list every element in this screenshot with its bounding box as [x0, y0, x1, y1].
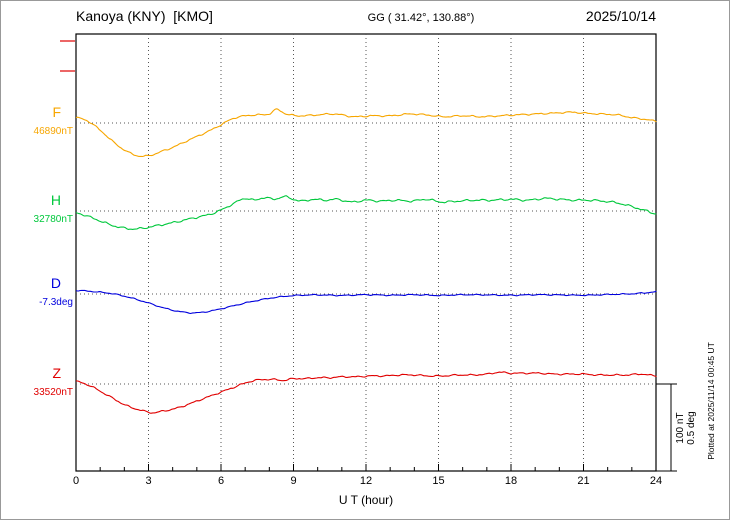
- trace-Z: [75, 371, 657, 414]
- trace-F: [75, 108, 657, 158]
- plotted-at-note: Plotted at 2025/11/14 00:45 UT: [706, 342, 716, 460]
- station-title: Kanoya (KNY) [KMO]: [76, 8, 213, 24]
- plot-date: 2025/10/14: [585, 8, 656, 24]
- scale-label-deg: 0.5 deg: [686, 411, 697, 444]
- station-coordinates: GG ( 31.42°, 130.88°): [367, 12, 475, 24]
- x-axis-label: U T (hour): [338, 493, 394, 507]
- plot-frame: [75, 33, 657, 472]
- trace-H: [75, 195, 657, 230]
- scale-label-nt: 100 nT: [675, 412, 686, 443]
- trace-D: [75, 289, 657, 315]
